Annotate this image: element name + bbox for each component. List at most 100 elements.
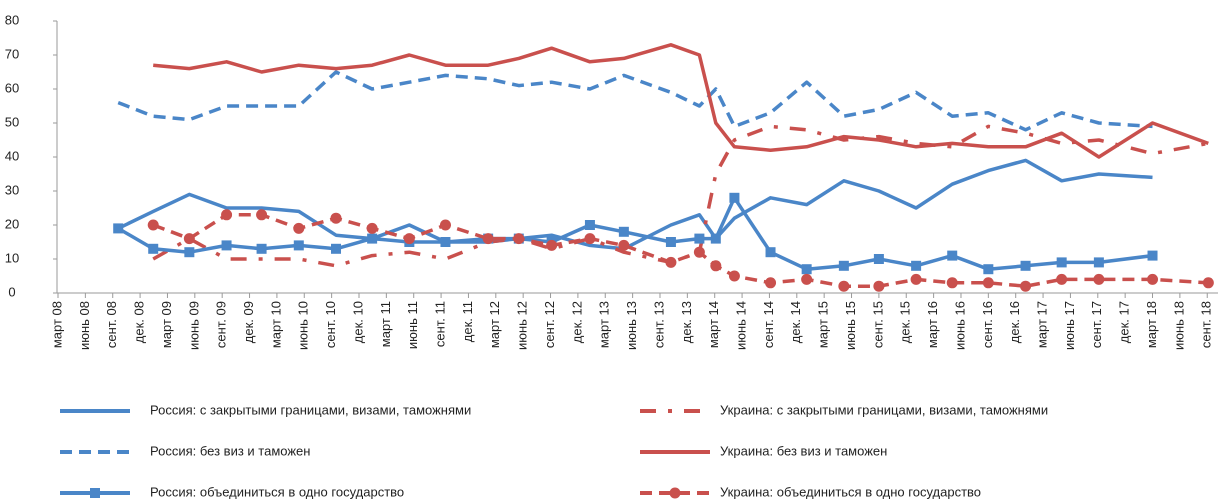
marker	[693, 246, 705, 258]
series-line	[152, 213, 1209, 288]
marker	[256, 243, 267, 254]
y-tick-label: 20	[5, 216, 19, 231]
y-tick-label: 80	[5, 12, 19, 27]
x-tick-label: июнь 12	[515, 301, 530, 350]
marker	[910, 273, 922, 285]
x-tick-label: июнь 15	[843, 301, 858, 350]
x-tick-label: дек. 13	[679, 301, 694, 343]
x-tick-label: июнь 13	[624, 301, 639, 350]
x-tick-label: июнь 17	[1062, 301, 1077, 350]
marker	[1020, 260, 1031, 271]
legend-label: Россия: объединиться в одно государство	[150, 484, 404, 499]
y-tick-label: 70	[5, 46, 19, 61]
marker	[366, 222, 378, 234]
x-tick-label: сент. 11	[433, 301, 448, 347]
marker	[113, 223, 124, 234]
marker	[729, 192, 740, 203]
marker	[873, 280, 885, 292]
x-tick-label: март 15	[816, 301, 831, 348]
marker	[184, 247, 195, 258]
marker	[440, 237, 451, 247]
marker	[1056, 273, 1068, 285]
x-tick-label: дек. 09	[241, 301, 256, 343]
legend-marker	[90, 488, 100, 498]
x-tick-label: сент. 16	[980, 301, 995, 348]
marker	[838, 260, 849, 271]
marker	[694, 233, 705, 244]
marker	[618, 226, 629, 237]
x-tick-label: июнь 11	[405, 301, 420, 349]
marker	[330, 212, 342, 224]
x-tick-label: июнь 18	[1171, 301, 1186, 350]
x-tick-label: дек. 08	[132, 301, 147, 343]
x-tick-label: сент. 15	[870, 301, 885, 348]
marker	[1093, 273, 1105, 285]
marker	[665, 237, 676, 247]
legend-label: Украина: с закрытыми границами, визами, …	[720, 402, 1048, 417]
marker	[513, 233, 525, 245]
x-tick-label: март 11	[378, 301, 393, 347]
series-line	[117, 70, 1153, 132]
marker	[801, 273, 813, 285]
series-line	[153, 43, 1209, 159]
x-tick-label: март 14	[706, 301, 721, 348]
x-tick-label: дек. 14	[788, 301, 803, 343]
marker	[1147, 250, 1158, 261]
x-tick-label: июнь 14	[734, 301, 749, 350]
legend-label: Россия: без виз и таможен	[150, 443, 310, 458]
marker	[665, 256, 677, 268]
marker	[710, 233, 721, 244]
x-tick-label: март 09	[159, 301, 174, 348]
marker	[911, 260, 922, 271]
y-tick-label: 30	[5, 182, 19, 197]
x-tick-label: март 12	[487, 301, 502, 348]
marker	[183, 233, 195, 245]
marker	[1093, 257, 1104, 268]
marker	[765, 277, 777, 289]
legend-label: Украина: без виз и таможен	[720, 443, 887, 458]
marker	[710, 260, 722, 272]
x-tick-label: июнь 08	[77, 301, 92, 350]
legend-marker	[669, 487, 681, 499]
marker	[801, 264, 812, 275]
x-tick-label: март 17	[1035, 301, 1050, 348]
x-tick-label: март 18	[1144, 301, 1159, 348]
marker	[983, 264, 994, 275]
marker	[873, 254, 884, 264]
x-tick-label: сент. 13	[651, 301, 666, 348]
y-tick-label: 0	[8, 284, 15, 299]
series-line	[117, 196, 1153, 271]
x-tick-label: дек. 10	[350, 301, 365, 343]
x-tick-label: сент. 09	[214, 301, 229, 348]
legend-label: Россия: с закрытыми границами, визами, т…	[150, 402, 471, 417]
marker	[584, 233, 596, 245]
marker	[618, 239, 630, 251]
marker	[1147, 273, 1159, 285]
x-tick-label: март 08	[49, 301, 64, 348]
x-tick-label: март 13	[597, 301, 612, 348]
marker	[947, 250, 958, 261]
x-tick-label: сент. 14	[761, 301, 776, 348]
x-tick-label: сент. 10	[323, 301, 338, 348]
y-tick-label: 60	[5, 80, 19, 95]
y-tick-label: 50	[5, 114, 19, 129]
y-tick-label: 10	[5, 250, 19, 265]
marker	[293, 240, 304, 251]
marker	[439, 219, 451, 231]
marker	[982, 277, 994, 289]
x-tick-label: июнь 09	[186, 301, 201, 350]
marker	[403, 233, 415, 245]
marker	[728, 270, 740, 282]
y-tick-label: 40	[5, 148, 19, 163]
marker	[147, 219, 159, 231]
marker	[1056, 257, 1067, 268]
marker	[221, 240, 232, 251]
x-tick-label: июнь 10	[296, 301, 311, 350]
x-tick-label: дек. 15	[898, 301, 913, 343]
x-tick-label: март 10	[268, 301, 283, 348]
x-tick-label: сент. 18	[1199, 301, 1214, 348]
marker	[765, 247, 776, 258]
marker	[1202, 277, 1214, 289]
x-tick-label: сент. 17	[1089, 301, 1104, 348]
marker	[584, 220, 595, 230]
